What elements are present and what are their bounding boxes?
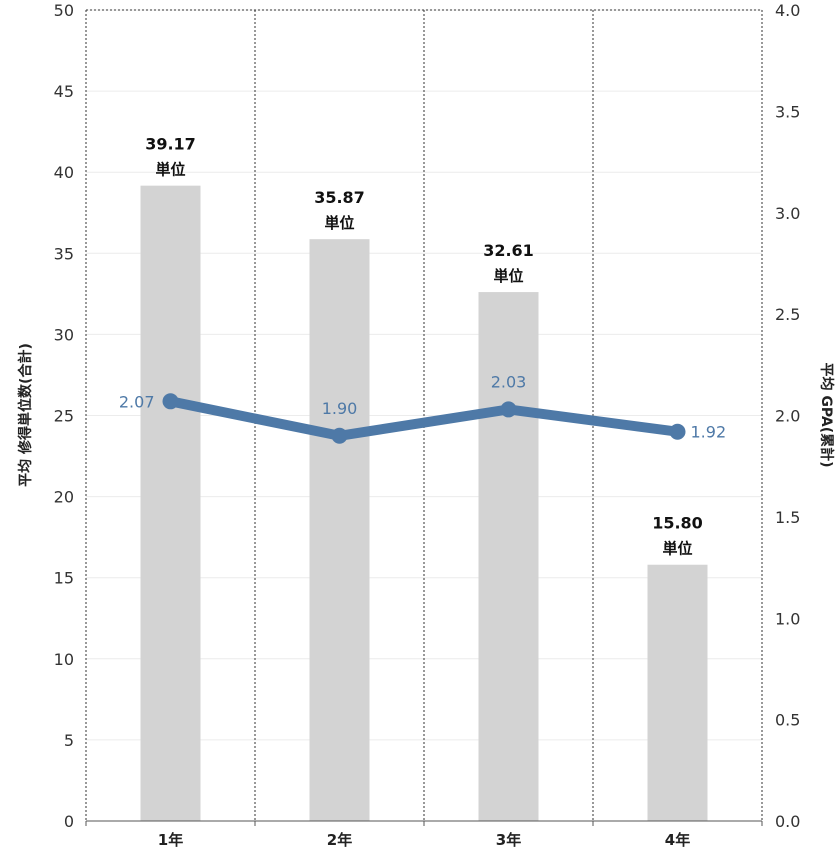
left-y-axis: 0 5 10 15 20 25 30 35 40 45 50 bbox=[54, 1, 74, 831]
data-labels: 39.17 単位 35.87 単位 32.61 単位 15.80 単位 2.07 1.90 2.03… bbox=[119, 135, 726, 558]
x-axis: 1年 2年 3年 4年 bbox=[158, 831, 690, 849]
x-category-label: 1年 bbox=[158, 831, 183, 849]
y-tick-label: 10 bbox=[54, 650, 74, 669]
gpa-line-series bbox=[162, 393, 686, 444]
y2-tick-label: 3.0 bbox=[775, 204, 800, 223]
y2-tick-label: 4.0 bbox=[775, 1, 800, 20]
y2-tick-label: 2.5 bbox=[775, 305, 800, 324]
right-y-axis: 0.0 0.5 1.0 1.5 2.0 2.5 3.0 3.5 4.0 bbox=[775, 1, 800, 831]
gpa-line bbox=[165, 396, 683, 441]
y-tick-label: 5 bbox=[64, 731, 74, 750]
gpa-point bbox=[331, 427, 348, 444]
bar-unit-label: 単位 bbox=[662, 540, 692, 558]
y2-tick-label: 0.5 bbox=[775, 711, 800, 730]
gpa-value-label: 2.07 bbox=[119, 392, 155, 411]
y-tick-label: 0 bbox=[64, 812, 74, 831]
y-tick-label: 35 bbox=[54, 244, 74, 263]
bar-value-label: 35.87 bbox=[314, 188, 365, 207]
bar bbox=[478, 292, 539, 821]
bar bbox=[647, 564, 708, 821]
y-tick-label: 25 bbox=[54, 407, 74, 426]
y-tick-label: 30 bbox=[54, 325, 74, 344]
y-tick-label: 20 bbox=[54, 488, 74, 507]
bar-value-label: 32.61 bbox=[483, 241, 534, 260]
gpa-point bbox=[162, 393, 179, 410]
y2-tick-label: 3.5 bbox=[775, 102, 800, 121]
y2-tick-label: 0.0 bbox=[775, 812, 800, 831]
x-category-label: 4年 bbox=[665, 831, 690, 849]
gpa-value-label: 1.90 bbox=[322, 399, 358, 418]
bar-series bbox=[140, 185, 708, 821]
bar-value-label: 15.80 bbox=[652, 514, 703, 533]
y-tick-label: 40 bbox=[54, 163, 74, 182]
gpa-point bbox=[669, 423, 686, 440]
x-category-label: 2年 bbox=[327, 831, 352, 849]
y2-tick-label: 1.0 bbox=[775, 609, 800, 628]
right-axis-title: 平均 GPA(累計) bbox=[818, 363, 835, 468]
gpa-value-label: 2.03 bbox=[491, 372, 527, 391]
bar-unit-label: 単位 bbox=[155, 161, 185, 179]
left-axis-title: 平均 修得単位数(合計) bbox=[17, 343, 34, 487]
gpa-value-label: 1.92 bbox=[691, 423, 727, 442]
bar bbox=[140, 185, 201, 821]
y2-tick-label: 2.0 bbox=[775, 407, 800, 426]
y-tick-label: 45 bbox=[54, 82, 74, 101]
x-category-label: 3年 bbox=[496, 831, 521, 849]
y-tick-label: 50 bbox=[54, 1, 74, 20]
y2-tick-label: 1.5 bbox=[775, 508, 800, 527]
y-tick-label: 15 bbox=[54, 569, 74, 588]
bar-value-label: 39.17 bbox=[145, 135, 196, 154]
bar-unit-label: 単位 bbox=[324, 214, 354, 232]
bar bbox=[309, 239, 370, 821]
bar-unit-label: 単位 bbox=[493, 267, 523, 285]
gpa-point bbox=[500, 401, 517, 418]
